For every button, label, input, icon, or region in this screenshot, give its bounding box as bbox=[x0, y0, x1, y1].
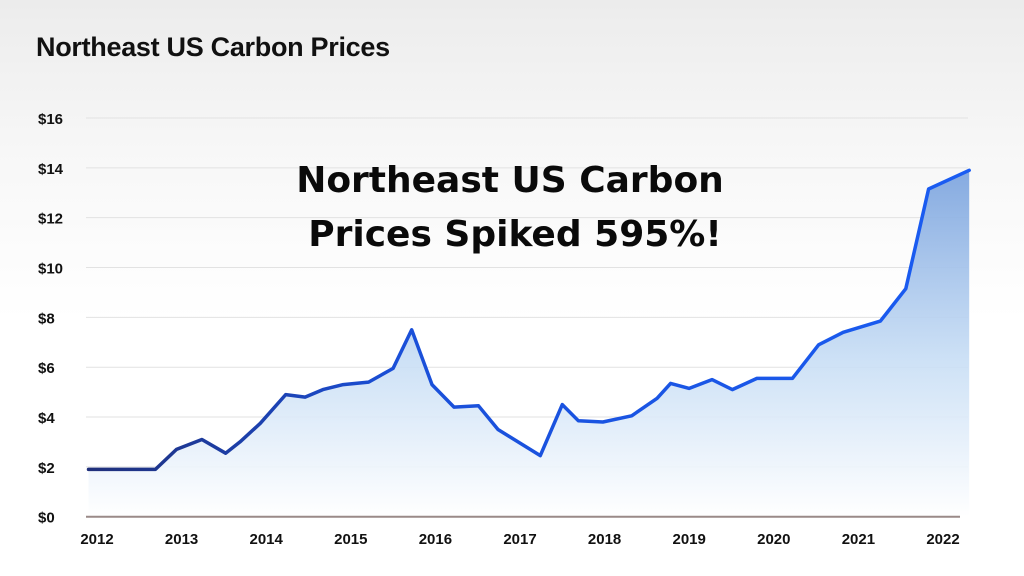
y-tick-label: $8 bbox=[38, 310, 55, 327]
y-tick-label: $2 bbox=[38, 460, 55, 477]
x-tick-label: 2022 bbox=[926, 531, 959, 548]
x-tick-label: 2014 bbox=[250, 531, 284, 548]
x-tick-label: 2017 bbox=[503, 531, 536, 548]
y-tick-label: $0 bbox=[38, 510, 55, 527]
x-tick-label: 2019 bbox=[673, 531, 706, 548]
chart-title: Northeast US Carbon Prices bbox=[36, 32, 390, 62]
y-tick-label: $10 bbox=[38, 261, 63, 278]
y-tick-label: $14 bbox=[38, 161, 64, 178]
area-fill bbox=[88, 170, 970, 517]
x-tick-label: 2013 bbox=[165, 531, 198, 548]
x-tick-label: 2016 bbox=[419, 531, 452, 548]
y-tick-label: $12 bbox=[38, 211, 63, 228]
y-tick-label: $16 bbox=[38, 111, 63, 128]
y-tick-label: $6 bbox=[38, 360, 55, 377]
x-tick-label: 2012 bbox=[80, 531, 113, 548]
x-tick-label: 2021 bbox=[842, 531, 875, 548]
annotation-line-2: Prices Spiked 595%! bbox=[308, 214, 722, 255]
x-tick-label: 2015 bbox=[334, 531, 367, 548]
x-tick-label: 2018 bbox=[588, 531, 621, 548]
x-tick-label: 2020 bbox=[757, 531, 790, 548]
series-line bbox=[86, 168, 971, 472]
y-tick-label: $4 bbox=[38, 410, 55, 427]
annotation-line-1: Northeast US Carbon bbox=[296, 160, 724, 201]
